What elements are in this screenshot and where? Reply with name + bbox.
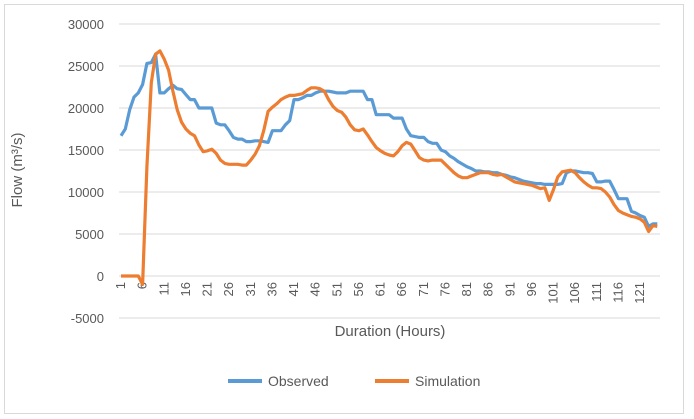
- chart-area: [4, 4, 684, 414]
- x-tick-label: 71: [416, 282, 431, 296]
- x-tick-label: 81: [459, 282, 474, 296]
- x-tick-label: 66: [394, 282, 409, 296]
- x-axis-title: Duration (Hours): [335, 323, 446, 340]
- x-tick-label: 111: [589, 282, 604, 302]
- y-tick-label: -5000: [71, 311, 104, 326]
- y-tick-label: 30000: [68, 17, 104, 32]
- x-tick-label: 116: [610, 282, 625, 303]
- x-tick-label: 76: [437, 282, 452, 296]
- x-tick-label: 46: [308, 282, 323, 296]
- x-tick-label: 56: [351, 282, 366, 296]
- x-tick-label: 26: [221, 282, 236, 296]
- y-tick-label: 20000: [68, 101, 104, 116]
- x-tick-label: 101: [546, 282, 561, 304]
- x-tick-label: 106: [567, 282, 582, 304]
- x-tick-label: 86: [481, 282, 496, 296]
- x-tick-label: 61: [373, 282, 388, 296]
- series-line-observed: [119, 52, 658, 228]
- x-tick-label: 21: [200, 282, 215, 296]
- y-tick-label: 15000: [68, 143, 104, 158]
- legend-observed-label: Observed: [268, 373, 329, 389]
- x-tick-label: 11: [156, 282, 171, 296]
- x-tick-label: 41: [286, 282, 301, 296]
- legend-simulation-label: Simulation: [415, 373, 480, 389]
- x-tick-label: 36: [264, 282, 279, 296]
- x-tick-label: 31: [243, 282, 258, 296]
- x-tick-label: 1: [113, 282, 128, 289]
- y-tick-label: 10000: [68, 185, 104, 200]
- y-tick-label: 25000: [68, 59, 104, 74]
- x-tick-label: 121: [632, 282, 647, 304]
- y-tick-label: 0: [97, 269, 104, 284]
- x-tick-label: 51: [329, 282, 344, 296]
- y-axis-title: Flow (m³/s): [9, 133, 26, 208]
- x-tick-label: 96: [524, 282, 539, 296]
- series-line-simulation: [121, 49, 658, 286]
- y-tick-label: 5000: [75, 227, 104, 242]
- legend: Observed Simulation: [228, 373, 480, 389]
- x-tick-label: 91: [502, 282, 517, 296]
- x-tick-label: 16: [178, 282, 193, 296]
